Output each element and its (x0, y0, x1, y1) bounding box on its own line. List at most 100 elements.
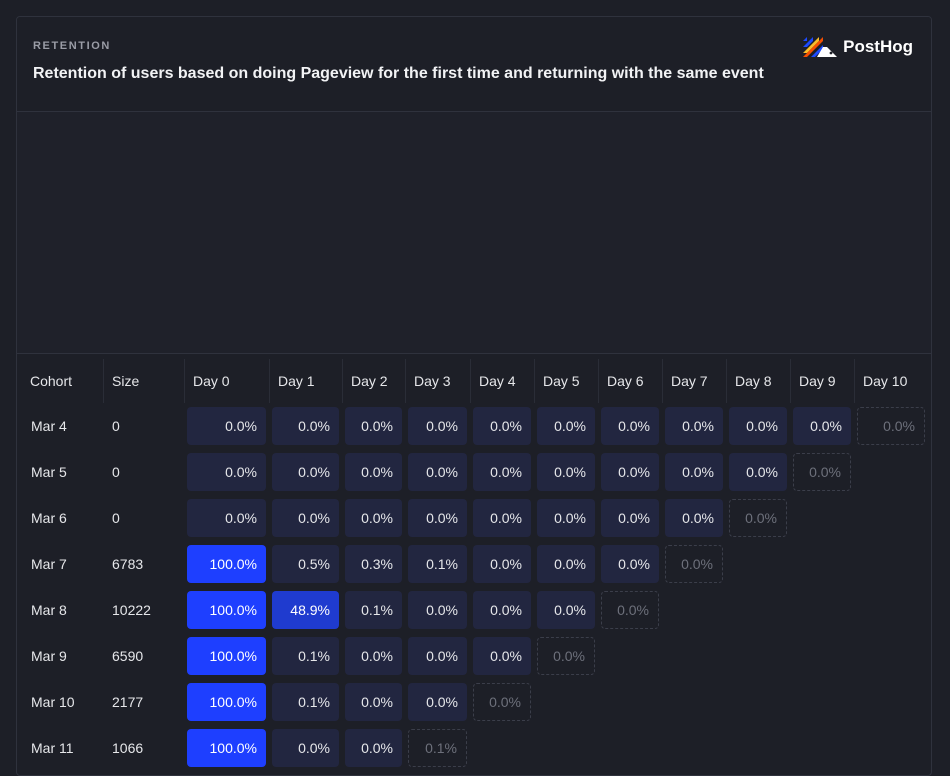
retention-cell[interactable]: 0.0% (345, 407, 402, 445)
retention-cell[interactable]: 0.0% (272, 729, 339, 767)
retention-cell[interactable]: 0.0% (272, 499, 339, 537)
cohort-row[interactable]: Mar 10 2177 100.0% 0.1% 0.0% 0.0% 0.0% (17, 679, 928, 725)
retention-cell[interactable]: 0.0% (473, 545, 531, 583)
cohort-row[interactable]: Mar 5 0 0.0% 0.0% 0.0% 0.0% 0.0% 0.0% 0.0% 0.0% 0.… (17, 449, 928, 495)
retention-cell[interactable]: 0.0% (601, 591, 659, 629)
day-7-column (662, 725, 726, 771)
retention-cell[interactable]: 0.0% (665, 499, 723, 537)
retention-cell[interactable]: 0.1% (408, 545, 467, 583)
retention-cell[interactable]: 0.0% (187, 407, 266, 445)
day-0-column: 100.0% (184, 725, 269, 771)
day-3-column: 0.0% (405, 495, 470, 541)
retention-cell[interactable]: 100.0% (187, 545, 266, 583)
retention-cell[interactable]: 0.0% (187, 453, 266, 491)
retention-cell[interactable]: 48.9% (272, 591, 339, 629)
retention-cell[interactable]: 0.0% (601, 499, 659, 537)
retention-cell[interactable]: 0.0% (473, 499, 531, 537)
retention-cell[interactable]: 100.0% (187, 591, 266, 629)
retention-cell[interactable]: 0.0% (408, 453, 467, 491)
retention-cell[interactable]: 0.0% (345, 453, 402, 491)
retention-cell[interactable]: 0.0% (537, 453, 595, 491)
retention-cell[interactable]: 0.0% (187, 499, 266, 537)
retention-cell[interactable]: 0.0% (601, 545, 659, 583)
cohort-row[interactable]: Mar 8 10222 100.0% 48.9% 0.1% 0.0% 0.0% 0.0% 0.0… (17, 587, 928, 633)
retention-chart-area (17, 112, 931, 354)
day-5-column: 0.0% (534, 449, 598, 495)
retention-cell[interactable]: 100.0% (187, 729, 266, 767)
retention-cell[interactable]: 0.0% (345, 683, 402, 721)
day-7-column (662, 633, 726, 679)
day-7-column: 0.0% (662, 403, 726, 449)
retention-cell[interactable]: 0.0% (537, 545, 595, 583)
retention-cell[interactable]: 0.0% (729, 499, 787, 537)
retention-cell[interactable]: 0.0% (408, 407, 467, 445)
posthog-logo[interactable]: PostHog (803, 37, 913, 57)
day-9-column (790, 495, 854, 541)
day-6-column: 0.0% (598, 403, 662, 449)
retention-cell[interactable]: 0.0% (665, 453, 723, 491)
day-8-column (726, 541, 790, 587)
day-2-column: 0.0% (342, 449, 405, 495)
retention-cell[interactable]: 0.0% (473, 637, 531, 675)
retention-cell[interactable]: 0.0% (537, 407, 595, 445)
retention-cell[interactable]: 0.0% (537, 591, 595, 629)
retention-cell[interactable]: 0.0% (345, 637, 402, 675)
retention-cell[interactable]: 0.0% (408, 683, 467, 721)
day-8-column: 0.0% (726, 449, 790, 495)
retention-cell[interactable]: 0.0% (793, 453, 851, 491)
retention-cell[interactable]: 100.0% (187, 637, 266, 675)
day-2-column: 0.3% (342, 541, 405, 587)
retention-cell[interactable]: 0.0% (272, 407, 339, 445)
retention-cell[interactable]: 0.1% (272, 637, 339, 675)
retention-cell[interactable]: 0.0% (345, 729, 402, 767)
retention-cell[interactable]: 0.0% (537, 637, 595, 675)
day-10-column (854, 541, 928, 587)
retention-cell[interactable]: 0.0% (473, 683, 531, 721)
retention-cell[interactable]: 0.0% (857, 407, 925, 445)
retention-cell[interactable]: 0.1% (345, 591, 402, 629)
cohort-row[interactable]: Mar 6 0 0.0% 0.0% 0.0% 0.0% 0.0% 0.0% 0.0% 0.0% 0.… (17, 495, 928, 541)
retention-cell[interactable]: 0.3% (345, 545, 402, 583)
retention-cell[interactable]: 0.0% (473, 591, 531, 629)
retention-cell[interactable]: 100.0% (187, 683, 266, 721)
retention-cell[interactable]: 0.0% (601, 407, 659, 445)
retention-cell[interactable]: 0.5% (272, 545, 339, 583)
day-9-column (790, 541, 854, 587)
day-0-column: 0.0% (184, 449, 269, 495)
retention-cell[interactable]: 0.0% (665, 545, 723, 583)
day-2-column: 0.0% (342, 679, 405, 725)
day-2-column: 0.0% (342, 633, 405, 679)
cohort-row[interactable]: Mar 7 6783 100.0% 0.5% 0.3% 0.1% 0.0% 0.0% 0.0% 0… (17, 541, 928, 587)
retention-cell[interactable]: 0.0% (729, 407, 787, 445)
day-8-column (726, 587, 790, 633)
retention-cell[interactable]: 0.0% (272, 453, 339, 491)
column-header-cohort: Cohort (30, 373, 73, 389)
day-1-column: 0.0% (269, 403, 342, 449)
retention-cell[interactable]: 0.1% (408, 729, 467, 767)
retention-cell[interactable]: 0.0% (793, 407, 851, 445)
cohort-size: 0 (112, 418, 120, 434)
insight-title[interactable]: Retention of users based on doing Pagevi… (33, 65, 764, 82)
retention-cell[interactable]: 0.0% (665, 407, 723, 445)
retention-cell[interactable]: 0.0% (537, 499, 595, 537)
day-7-column: 0.0% (662, 541, 726, 587)
day-8-column (726, 725, 790, 771)
retention-cell[interactable]: 0.0% (345, 499, 402, 537)
cohort-row[interactable]: Mar 9 6590 100.0% 0.1% 0.0% 0.0% 0.0% 0.0% (17, 633, 928, 679)
day-3-column: 0.0% (405, 633, 470, 679)
day-8-column: 0.0% (726, 403, 790, 449)
retention-cell[interactable]: 0.0% (601, 453, 659, 491)
column-header-day-7: Day 7 (662, 359, 726, 403)
retention-cell[interactable]: 0.0% (729, 453, 787, 491)
retention-cell[interactable]: 0.0% (408, 499, 467, 537)
day-10-column (854, 449, 928, 495)
retention-cell[interactable]: 0.0% (473, 407, 531, 445)
day-10-column: 0.0% (854, 403, 928, 449)
cohort-row[interactable]: Mar 11 1066 100.0% 0.0% 0.0% 0.1% (17, 725, 928, 771)
cohort-row[interactable]: Mar 4 0 0.0% 0.0% 0.0% 0.0% 0.0% 0.0% 0.0% 0.0% 0.… (17, 403, 928, 449)
retention-cell[interactable]: 0.0% (408, 591, 467, 629)
retention-cell[interactable]: 0.0% (408, 637, 467, 675)
retention-cell[interactable]: 0.0% (473, 453, 531, 491)
retention-insight-card: RETENTION Retention of users based on do… (16, 16, 932, 776)
retention-cell[interactable]: 0.1% (272, 683, 339, 721)
